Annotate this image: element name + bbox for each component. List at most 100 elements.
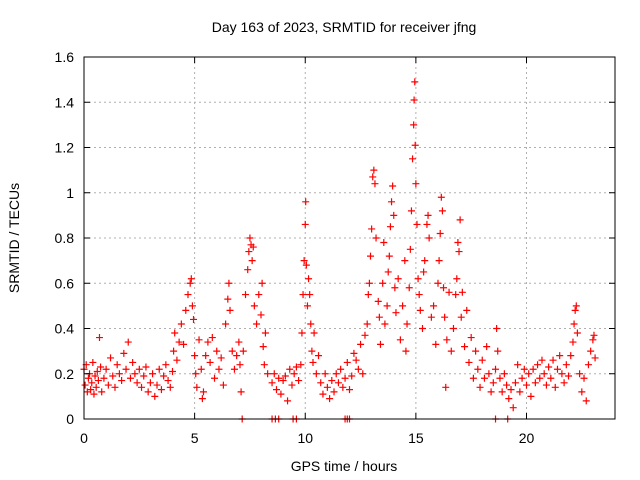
- data-point: [140, 372, 148, 380]
- data-point: [334, 379, 342, 387]
- data-point: [330, 388, 338, 396]
- data-point: [297, 361, 305, 369]
- data-point: [492, 365, 500, 373]
- data-point: [244, 266, 252, 274]
- data-point: [198, 395, 206, 403]
- data-point: [518, 374, 526, 382]
- data-point: [478, 356, 486, 364]
- data-point: [120, 349, 128, 357]
- data-point: [553, 365, 561, 373]
- data-point: [301, 220, 309, 228]
- data-point: [284, 397, 292, 405]
- data-point: [364, 291, 372, 299]
- data-point: [590, 331, 598, 339]
- data-point: [520, 365, 528, 373]
- data-point: [260, 361, 268, 369]
- data-point: [175, 338, 183, 346]
- data-point: [93, 367, 101, 375]
- data-point: [92, 383, 100, 391]
- data-point: [505, 395, 513, 403]
- data-point: [457, 313, 465, 321]
- data-point: [188, 302, 196, 310]
- data-point: [467, 334, 475, 342]
- data-point: [180, 340, 188, 348]
- data-point: [328, 377, 336, 385]
- data-point: [438, 207, 446, 215]
- data-point: [337, 365, 345, 373]
- data-point: [570, 320, 578, 328]
- data-point: [529, 365, 537, 373]
- data-point: [326, 395, 334, 403]
- data-point: [414, 275, 422, 283]
- data-point: [113, 361, 121, 369]
- x-tick-label: 15: [408, 430, 424, 446]
- data-point: [315, 352, 323, 360]
- data-point: [452, 291, 460, 299]
- data-point: [509, 404, 517, 412]
- x-tick-label: 0: [80, 430, 88, 446]
- data-point: [204, 338, 212, 346]
- data-point: [89, 358, 97, 366]
- data-point: [432, 340, 440, 348]
- data-point: [259, 343, 267, 351]
- data-point: [100, 374, 108, 382]
- data-point: [124, 338, 132, 346]
- data-point: [514, 361, 522, 369]
- data-point: [371, 180, 379, 188]
- data-point: [144, 388, 152, 396]
- y-tick-label: 0: [66, 411, 74, 427]
- data-point: [383, 302, 391, 310]
- data-point: [573, 329, 581, 337]
- data-point: [493, 325, 501, 332]
- data-point: [403, 320, 411, 328]
- data-point: [576, 370, 584, 378]
- data-point: [133, 379, 141, 387]
- data-point: [264, 370, 272, 378]
- data-point: [208, 334, 216, 342]
- data-point: [131, 370, 139, 378]
- data-point: [288, 381, 296, 389]
- data-point: [321, 370, 329, 378]
- data-point: [416, 306, 424, 314]
- data-point: [222, 320, 230, 328]
- data-point: [202, 352, 210, 360]
- data-point: [346, 386, 353, 394]
- data-point: [454, 239, 462, 247]
- data-point: [390, 211, 398, 219]
- data-point: [186, 279, 194, 287]
- data-point: [571, 306, 579, 314]
- data-point: [375, 313, 383, 321]
- data-point: [290, 370, 298, 378]
- data-point: [402, 347, 410, 355]
- data-point: [359, 370, 367, 378]
- data-point: [385, 252, 393, 260]
- data-point: [249, 243, 257, 251]
- data-point: [582, 397, 590, 405]
- data-point: [300, 257, 308, 265]
- data-point: [374, 297, 382, 305]
- data-point: [215, 365, 223, 373]
- data-point: [578, 388, 586, 396]
- data-point: [129, 358, 137, 366]
- data-point: [401, 257, 409, 265]
- data-point: [480, 374, 488, 382]
- data-point: [354, 365, 362, 373]
- data-point: [281, 372, 289, 380]
- data-point: [248, 257, 256, 265]
- data-point: [306, 291, 314, 299]
- data-point: [258, 279, 266, 287]
- data-point: [540, 370, 548, 378]
- data-point: [536, 374, 544, 382]
- data-point: [531, 379, 539, 387]
- data-point: [379, 279, 387, 287]
- grid: [84, 57, 615, 419]
- data-point: [184, 291, 192, 299]
- data-point: [245, 248, 253, 256]
- data-point: [242, 291, 250, 299]
- data-point: [587, 347, 595, 355]
- data-point: [191, 352, 199, 360]
- data-point: [309, 358, 317, 366]
- data-point: [396, 336, 404, 344]
- data-point: [87, 386, 95, 394]
- data-point: [115, 370, 123, 378]
